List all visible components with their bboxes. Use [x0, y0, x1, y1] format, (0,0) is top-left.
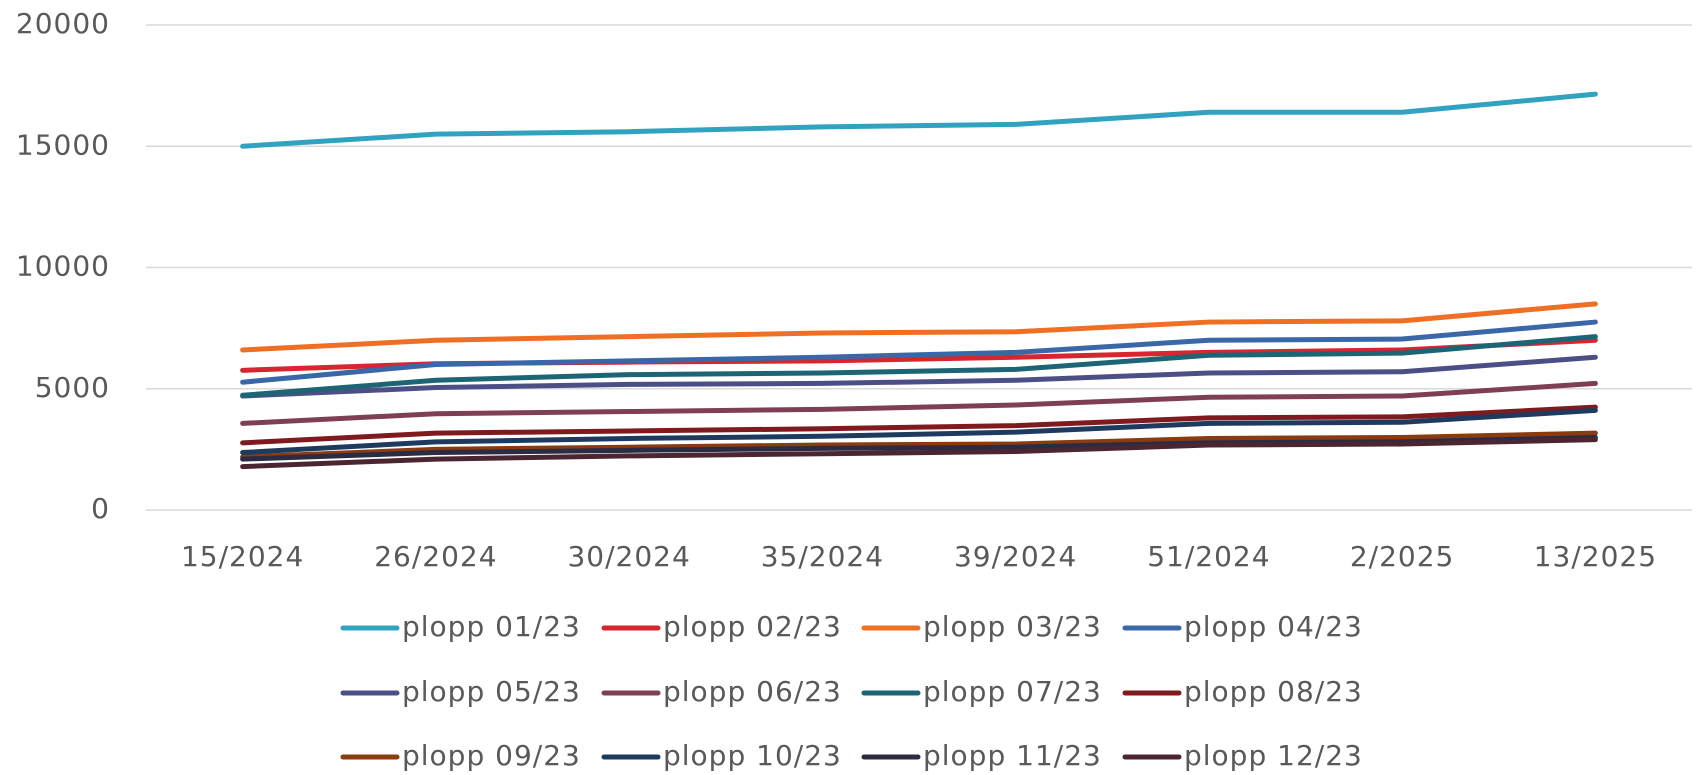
x-tick-label: 35/2024	[761, 540, 884, 573]
legend-label: plopp 03/23	[923, 610, 1102, 643]
series-line	[240, 301, 1598, 353]
legend-label: plopp 10/23	[663, 739, 842, 772]
series-line	[240, 334, 1598, 398]
x-tick-label: 51/2024	[1147, 540, 1270, 573]
series-line	[240, 437, 1598, 470]
x-tick-label: 26/2024	[374, 540, 497, 573]
x-tick-label: 2/2025	[1350, 540, 1455, 573]
legend-label: plopp 02/23	[663, 610, 842, 643]
series-line	[240, 91, 1598, 149]
series-line	[240, 430, 1598, 460]
x-tick-label: 13/2025	[1534, 540, 1657, 573]
legend-label: plopp 06/23	[663, 675, 842, 708]
series-line	[240, 404, 1598, 446]
y-tick-label: 5000	[35, 371, 110, 404]
legend-label: plopp 12/23	[1184, 739, 1363, 772]
y-tick-label: 15000	[16, 128, 110, 161]
series-line	[240, 407, 1598, 456]
legend-label: plopp 04/23	[1184, 610, 1363, 643]
legend-label: plopp 11/23	[923, 739, 1102, 772]
y-tick-label: 10000	[16, 250, 110, 283]
legend-label: plopp 05/23	[402, 675, 581, 708]
x-tick-label: 30/2024	[567, 540, 690, 573]
y-tick-label: 0	[91, 492, 110, 525]
series-line	[240, 319, 1598, 385]
legend-label: plopp 08/23	[1184, 675, 1363, 708]
series-line	[240, 354, 1598, 399]
series-line	[240, 380, 1598, 426]
y-tick-label: 20000	[16, 7, 110, 40]
legend-label: plopp 01/23	[402, 610, 581, 643]
x-tick-label: 15/2024	[181, 540, 304, 573]
legend-label: plopp 07/23	[923, 675, 1102, 708]
x-tick-label: 39/2024	[954, 540, 1077, 573]
legend-label: plopp 09/23	[402, 739, 581, 772]
